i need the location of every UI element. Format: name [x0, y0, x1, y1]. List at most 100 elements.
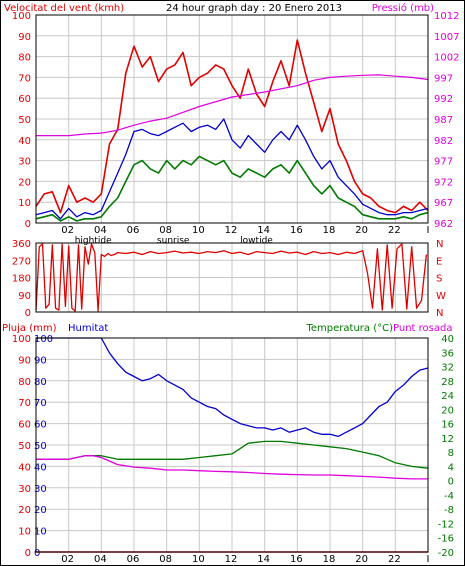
y-left-tick-label: 90 [18, 355, 31, 366]
temperature-tick-label: -4 [444, 491, 454, 502]
temperature-tick-label: 8 [448, 448, 454, 459]
y-left-tick-label: 0 [25, 219, 31, 230]
temperature-tick-label: -16 [438, 534, 454, 545]
y-left-tick-label: 100 [12, 334, 31, 345]
humidity-tick-label: 40 [34, 462, 47, 473]
hour-tick-label: 22 [388, 225, 401, 236]
hour-tick-label: 08 [159, 554, 172, 565]
event-label-hightide: hightide [75, 236, 112, 246]
hour-tick-label: 12 [225, 554, 238, 565]
chart-title: 24 hour graph day : 20 Enero 2013 [166, 3, 342, 14]
hour-tick-label: 14 [257, 554, 270, 565]
hour-tick-label: 10 [192, 225, 205, 236]
temperature-tick-label: -20 [438, 548, 454, 559]
humidity-tick-label: 60 [34, 420, 47, 431]
hour-tick-label: 04 [94, 554, 107, 565]
temperature-tick-label: 12 [441, 434, 454, 445]
y-left-tick-label: 60 [18, 94, 31, 105]
y-left-tick-label: 30 [18, 157, 31, 168]
y-left-tick-label: 360 [12, 239, 31, 250]
compass-tick-label: N [436, 308, 443, 319]
y-left-tick-label: 100 [12, 11, 31, 22]
hour-tick-label: 16 [290, 225, 303, 236]
y-left-tick-label: 40 [18, 136, 31, 147]
hour-tick-label: I [427, 554, 430, 565]
temperature-tick-label: 36 [441, 348, 454, 359]
hour-tick-label: 04 [94, 225, 107, 236]
temperature-tick-label: 0 [448, 477, 454, 488]
hour-tick-label: 14 [257, 225, 270, 236]
series-humidity [36, 337, 429, 438]
pressure-tick-label: 962 [434, 219, 453, 230]
y-left-tick-label: 20 [18, 177, 31, 188]
y-left-tick-label: 50 [18, 115, 31, 126]
hour-tick-label: 10 [192, 554, 205, 565]
hour-tick-label: 18 [323, 225, 336, 236]
humidity-tick-label: 30 [34, 484, 47, 495]
y-left-tick-label: 90 [18, 291, 31, 302]
humidity-tick-label: 90 [34, 355, 47, 366]
series-dewpoint [36, 455, 428, 480]
event-label-lowtide: lowtide [240, 236, 273, 246]
y-left-tick-label: 270 [12, 256, 31, 267]
dewpoint-axis-label: Punt rosada [393, 323, 452, 334]
temperature-tick-label: 16 [441, 420, 454, 431]
hour-tick-label: 22 [388, 554, 401, 565]
pressure-tick-label: 982 [434, 136, 453, 147]
humidity-tick-label: 50 [34, 441, 47, 452]
series-direction [35, 243, 428, 312]
temperature-tick-label: 20 [441, 405, 454, 416]
compass-tick-label: W [436, 291, 446, 302]
hour-tick-label: 20 [355, 225, 368, 236]
hour-tick-label: 02 [61, 554, 74, 565]
hour-tick-label: 16 [290, 554, 303, 565]
humidity-tick-label: 100 [34, 334, 53, 345]
humidity-tick-label: 20 [34, 505, 47, 516]
humidity-tick-label: 0 [34, 548, 40, 559]
hour-tick-label: 06 [127, 554, 140, 565]
y-left-tick-label: 70 [18, 398, 31, 409]
hour-tick-label: 12 [225, 225, 238, 236]
pressure-tick-label: 972 [434, 177, 453, 188]
compass-tick-label: E [436, 256, 442, 267]
y-left-tick-label: 30 [18, 484, 31, 495]
y-left-tick-label: 80 [18, 53, 31, 64]
event-label-sunrise: sunrise [157, 236, 190, 246]
hour-tick-label: 18 [323, 554, 336, 565]
pressure-tick-label: 997 [434, 73, 453, 84]
pressure-tick-label: 1012 [434, 11, 459, 22]
hour-tick-label: 20 [355, 554, 368, 565]
temperature-tick-label: 32 [441, 363, 454, 374]
y-left-tick-label: 20 [18, 505, 31, 516]
temperature-tick-label: 40 [441, 334, 454, 345]
y-left-tick-label: 60 [18, 420, 31, 431]
hour-tick-label: 08 [159, 225, 172, 236]
humidity-tick-label: 10 [34, 527, 47, 538]
y-left-tick-label: 70 [18, 73, 31, 84]
temperature-tick-label: 28 [441, 377, 454, 388]
pressure-axis-label: Pressió (mb) [372, 2, 434, 14]
hour-tick-label: 06 [127, 225, 140, 236]
compass-tick-label: S [436, 274, 442, 285]
pressure-tick-label: 1007 [434, 32, 459, 43]
pressure-tick-label: 992 [434, 94, 453, 105]
humidity-tick-label: 80 [34, 377, 47, 388]
series-wind-low [35, 155, 429, 222]
series-wind-gust [35, 39, 429, 214]
panel-1-frame [35, 14, 429, 224]
humidity-axis-label: Humitat [68, 323, 108, 334]
y-left-tick-label: 50 [18, 441, 31, 452]
rain-axis-label: Pluja (mm) [2, 323, 57, 334]
y-left-tick-label: 180 [12, 274, 31, 285]
series-wind-average [35, 118, 429, 220]
humidity-tick-label: 70 [34, 398, 47, 409]
y-left-tick-label: 40 [18, 462, 31, 473]
wind-axis-label: Velocitat del vent (kmh) [4, 3, 124, 14]
hour-tick-label: I [427, 225, 430, 236]
temperature-tick-label: -12 [438, 519, 454, 530]
temperature-axis-label: Temperatura (°C) [305, 323, 393, 334]
temperature-tick-label: 24 [441, 391, 454, 402]
y-left-tick-label: 10 [18, 527, 31, 538]
